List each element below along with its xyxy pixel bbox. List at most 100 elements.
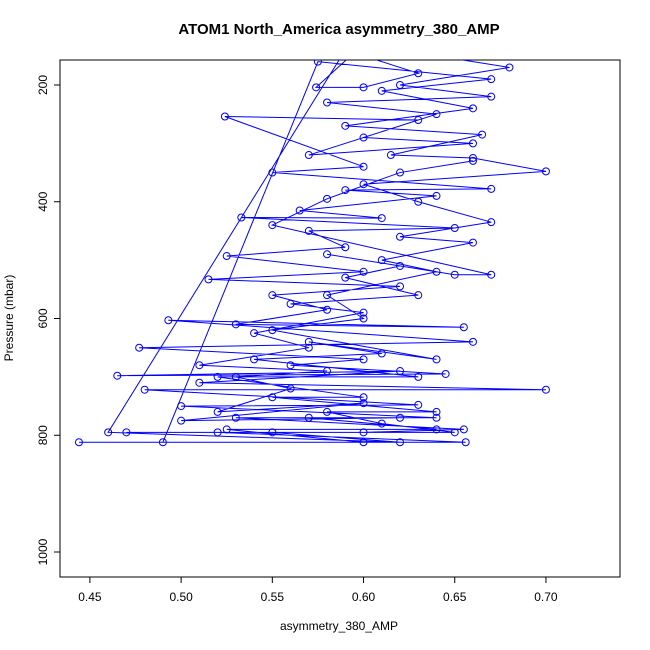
data-point	[414, 372, 423, 381]
data-point	[432, 355, 441, 364]
data-point	[304, 226, 313, 235]
data-point	[237, 213, 246, 222]
data-point	[312, 83, 321, 92]
data-point	[487, 184, 496, 193]
data-point	[432, 191, 441, 200]
y-tick-label: 200	[36, 75, 50, 95]
data-point	[377, 419, 386, 428]
data-point	[250, 329, 259, 338]
data-point	[231, 372, 240, 381]
data-point	[323, 250, 332, 259]
data-point	[396, 168, 405, 177]
data-point	[323, 291, 332, 300]
data-point	[450, 428, 459, 437]
data-point	[342, 46, 349, 53]
data-point	[220, 112, 229, 121]
data-point	[140, 385, 149, 394]
data-point	[304, 343, 313, 352]
data-point	[414, 69, 423, 78]
data-point	[360, 41, 367, 48]
data-point	[377, 349, 386, 358]
data-point	[341, 243, 350, 252]
data-point	[268, 428, 277, 437]
data-point	[432, 413, 441, 422]
data-point	[268, 168, 277, 177]
data-point	[487, 270, 496, 279]
data-point	[468, 156, 477, 165]
data-point	[377, 256, 386, 265]
x-tick-label: 0.65	[443, 590, 467, 604]
data-point	[341, 273, 350, 282]
data-point	[359, 83, 368, 92]
data-point	[432, 425, 441, 434]
x-tick-label: 0.55	[261, 590, 285, 604]
data-point	[396, 80, 405, 89]
data-point	[304, 337, 313, 346]
data-point	[268, 221, 277, 230]
data-point	[459, 425, 468, 434]
data-point	[341, 186, 350, 195]
data-point	[396, 261, 405, 270]
data-point	[304, 151, 313, 160]
data-point	[104, 428, 113, 437]
data-point	[414, 291, 423, 300]
data-point	[487, 218, 496, 227]
data-point	[478, 130, 487, 139]
data-point	[359, 399, 368, 408]
chart-title: ATOM1 North_America asymmetry_380_AMP	[178, 21, 499, 38]
data-point	[377, 214, 386, 223]
data-point	[414, 197, 423, 206]
data-point	[268, 291, 277, 300]
data-point	[396, 413, 405, 422]
data-point	[231, 320, 240, 329]
data-point	[359, 438, 368, 447]
data-point	[468, 337, 477, 346]
data-point	[177, 402, 186, 411]
data-point	[359, 180, 368, 189]
data-point	[386, 151, 395, 160]
data-point	[268, 393, 277, 402]
data-point	[250, 355, 259, 364]
data-point	[359, 133, 368, 142]
data-point	[286, 361, 295, 370]
data-point	[313, 60, 322, 66]
data-point	[222, 425, 231, 434]
data-point	[323, 194, 332, 203]
data-point	[323, 98, 332, 107]
data-point	[468, 104, 477, 113]
data-point	[432, 110, 441, 119]
data-point	[304, 413, 313, 422]
y-tick-label: 400	[36, 191, 50, 211]
data-point	[222, 252, 231, 261]
data-point	[164, 316, 173, 325]
data-point	[541, 167, 550, 176]
data-point	[286, 299, 295, 308]
data-point	[396, 232, 405, 241]
data-point	[468, 139, 477, 148]
data-point	[359, 355, 368, 364]
data-point	[505, 63, 514, 72]
x-tick-label: 0.45	[78, 590, 102, 604]
data-point	[177, 416, 186, 425]
y-axis-label: Pressure (mbar)	[2, 275, 16, 362]
data-point	[323, 305, 332, 314]
data-point	[195, 361, 204, 370]
x-tick-label: 0.60	[352, 590, 376, 604]
data-point	[541, 385, 550, 394]
data-point	[468, 238, 477, 247]
data-point	[359, 308, 368, 317]
data-point	[295, 206, 304, 215]
data-point	[468, 153, 477, 162]
data-point	[204, 275, 213, 284]
data-point	[195, 378, 204, 387]
data-point	[377, 86, 386, 95]
data-point	[450, 270, 459, 279]
x-tick-label: 0.50	[169, 590, 193, 604]
data-point	[135, 343, 144, 352]
data-point	[359, 267, 368, 276]
x-axis-label: asymmetry_380_AMP	[280, 619, 398, 633]
data-point	[268, 326, 277, 335]
y-tick-label: 800	[36, 425, 50, 445]
data-point	[341, 121, 350, 130]
